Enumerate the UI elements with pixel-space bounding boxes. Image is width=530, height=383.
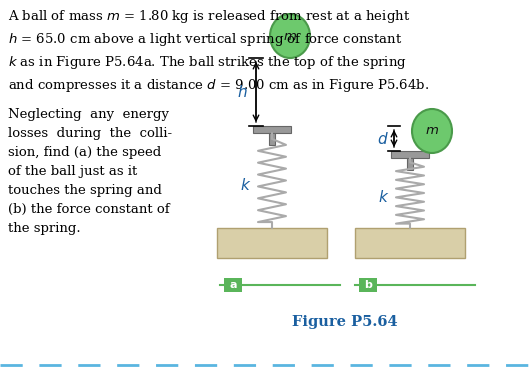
- Text: A ball of mass $m$ = 1.80 kg is released from rest at a height
$h$ = 65.0 cm abo: A ball of mass $m$ = 1.80 kg is released…: [8, 8, 429, 94]
- Text: $k$: $k$: [240, 177, 252, 193]
- Text: $d$: $d$: [377, 131, 389, 147]
- Bar: [359, 278, 377, 292]
- Text: Figure P5.64: Figure P5.64: [292, 315, 398, 329]
- Text: a: a: [229, 280, 237, 290]
- Ellipse shape: [412, 109, 452, 153]
- Bar: [253, 126, 291, 133]
- Text: $m$: $m$: [425, 124, 439, 137]
- Bar: [355, 228, 465, 258]
- Bar: [391, 151, 429, 158]
- Text: $m$: $m$: [283, 29, 297, 43]
- Text: $k$: $k$: [378, 188, 390, 205]
- Text: $h$: $h$: [237, 84, 248, 100]
- Bar: [269, 133, 275, 145]
- Text: b: b: [364, 280, 372, 290]
- Bar: [224, 278, 242, 292]
- Ellipse shape: [270, 14, 310, 58]
- Text: Neglecting  any  energy
losses  during  the  colli-
sion, find (a) the speed
of : Neglecting any energy losses during the …: [8, 108, 172, 235]
- Bar: [407, 158, 413, 170]
- Bar: [217, 228, 327, 258]
